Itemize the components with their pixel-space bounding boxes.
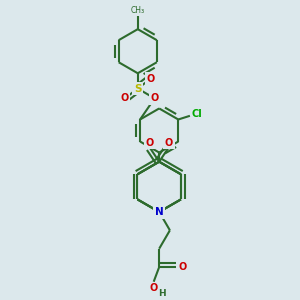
Text: O: O — [146, 74, 155, 84]
Text: O: O — [145, 138, 154, 148]
Text: O: O — [178, 262, 186, 272]
Text: N: N — [155, 207, 164, 217]
Text: S: S — [134, 84, 142, 94]
Text: O: O — [151, 93, 159, 103]
Text: Cl: Cl — [191, 109, 202, 119]
Text: O: O — [121, 93, 129, 103]
Text: O: O — [149, 284, 158, 293]
Text: O: O — [165, 138, 173, 148]
Text: CH₃: CH₃ — [131, 6, 145, 15]
Text: H: H — [158, 290, 166, 298]
